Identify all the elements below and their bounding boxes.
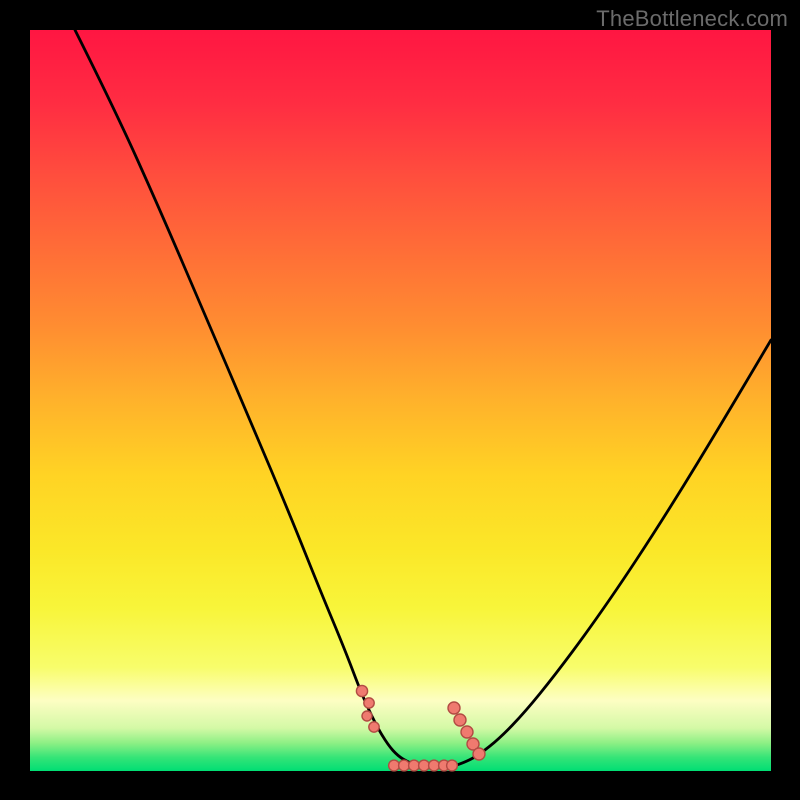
plot-background (30, 30, 771, 771)
data-marker (454, 714, 466, 726)
data-marker (364, 698, 374, 708)
data-marker (399, 760, 410, 771)
data-marker (419, 760, 430, 771)
data-marker (362, 711, 372, 721)
data-marker (356, 685, 367, 696)
data-marker (448, 702, 460, 714)
bottleneck-curve-chart (0, 0, 800, 800)
watermark-text: TheBottleneck.com (596, 6, 788, 32)
chart-stage: TheBottleneck.com (0, 0, 800, 800)
data-marker (447, 760, 458, 771)
data-marker (429, 760, 440, 771)
data-marker (369, 722, 379, 732)
data-marker (473, 748, 485, 760)
data-marker (389, 760, 400, 771)
data-marker (461, 726, 473, 738)
data-marker (409, 760, 420, 771)
